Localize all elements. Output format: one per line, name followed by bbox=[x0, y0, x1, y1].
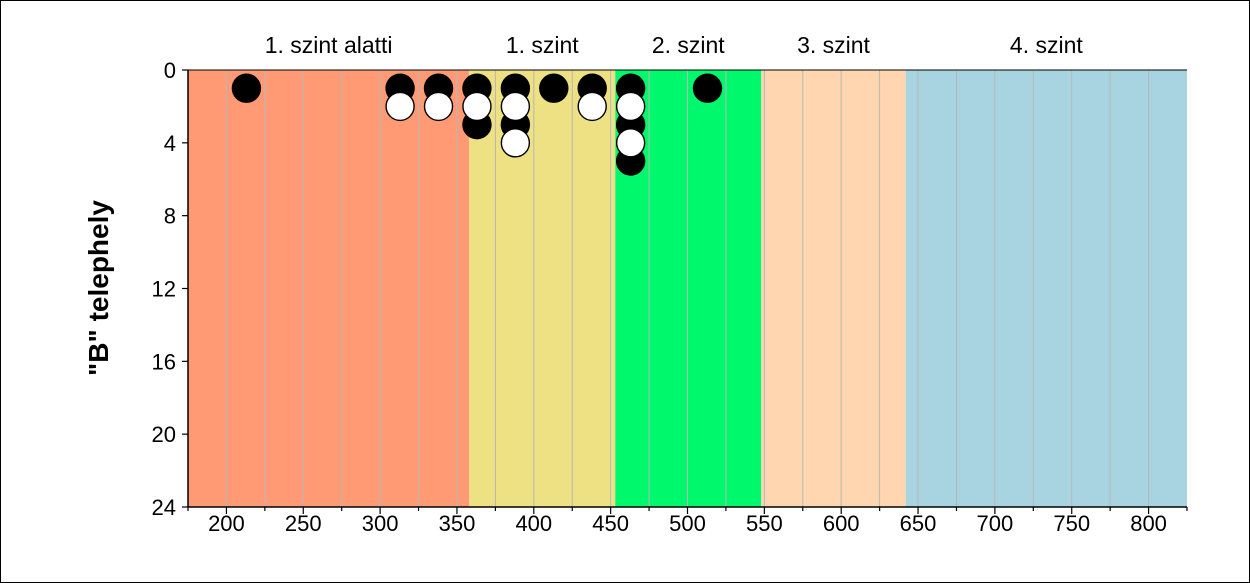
x-tick-label: 350 bbox=[439, 511, 476, 536]
filled-point bbox=[539, 73, 569, 103]
y-tick-label: 20 bbox=[152, 422, 176, 447]
vertical-gridlines bbox=[225, 70, 1150, 507]
x-tick-label: 200 bbox=[208, 511, 245, 536]
open-point bbox=[500, 128, 531, 158]
x-tick-label: 750 bbox=[1053, 511, 1090, 536]
x-tick-label: 700 bbox=[977, 511, 1014, 536]
band-label-4: 3. szint bbox=[797, 32, 870, 58]
y-tick-label: 4 bbox=[164, 131, 176, 156]
band-label-2: 1. szint bbox=[506, 32, 579, 58]
band-label-1: 1. szint alatti bbox=[265, 32, 393, 58]
x-tick-label: 400 bbox=[515, 511, 552, 536]
open-point bbox=[462, 91, 492, 122]
y-tick-label: 12 bbox=[152, 277, 176, 302]
open-point bbox=[500, 91, 531, 122]
filled-point bbox=[231, 73, 262, 103]
x-tick-label: 800 bbox=[1130, 511, 1167, 536]
band-2 bbox=[469, 70, 616, 507]
open-point bbox=[615, 91, 646, 122]
filled-point bbox=[692, 73, 723, 103]
x-tick-label: 450 bbox=[592, 511, 629, 536]
band-label-3: 2. szint bbox=[652, 32, 725, 58]
y-tick-label: 24 bbox=[152, 495, 176, 520]
open-point bbox=[385, 91, 415, 122]
open-point bbox=[423, 91, 454, 122]
band-4 bbox=[761, 70, 906, 507]
x-tick-label: 650 bbox=[900, 511, 937, 536]
x-tick-label: 550 bbox=[746, 511, 783, 536]
x-tick-label: 300 bbox=[362, 511, 399, 536]
open-point bbox=[615, 128, 646, 158]
band-1 bbox=[188, 70, 470, 507]
axes: 0 4 8 12 16 20 24 200 250 300 350 400 450 500 550 600 65… bbox=[152, 58, 1188, 536]
level-bands: 1. szint alatti 1. szint 2. szint 3. szint 4… bbox=[188, 32, 1187, 507]
y-tick-label: 8 bbox=[164, 204, 176, 229]
open-point bbox=[577, 91, 607, 122]
y-axis-label: "B" telephely bbox=[83, 200, 114, 376]
x-tick-label: 600 bbox=[823, 511, 860, 536]
data-points bbox=[231, 73, 723, 176]
band-5 bbox=[905, 70, 1187, 507]
y-tick-label: 0 bbox=[164, 58, 176, 83]
y-tick-label: 16 bbox=[152, 349, 176, 374]
x-tick-label: 500 bbox=[669, 511, 706, 536]
band-label-5: 4. szint bbox=[1010, 32, 1083, 58]
x-tick-label: 250 bbox=[285, 511, 322, 536]
